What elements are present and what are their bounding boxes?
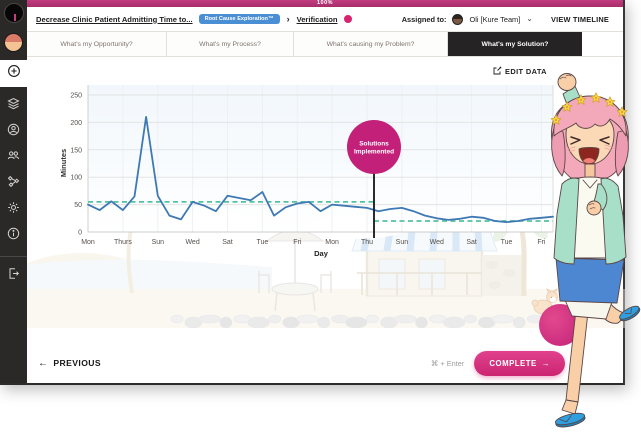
assigned-to-label: Assigned to: xyxy=(401,14,447,24)
chevron-down-icon[interactable]: ⌄ xyxy=(526,13,533,23)
app-window: 100% Decrease Clinic Patient Admitting T… xyxy=(0,0,625,385)
layers-icon xyxy=(7,97,20,115)
arrow-right-icon: → xyxy=(541,358,550,368)
svg-text:100: 100 xyxy=(70,175,82,182)
assignee-name[interactable]: Oli [Kure Team] xyxy=(469,14,521,24)
tab-problem[interactable]: What's causing my Problem? xyxy=(294,32,448,56)
svg-text:Fri: Fri xyxy=(293,239,302,246)
sidebar-item-new[interactable] xyxy=(0,60,27,87)
svg-text:Wed: Wed xyxy=(430,239,444,246)
svg-text:0: 0 xyxy=(78,230,82,237)
line-chart: Mon Thurs Sun Wed Sat Tue Fri Mon Thu Sun Wed Sat Tu… xyxy=(59,85,554,258)
sidebar-item-settings[interactable] xyxy=(6,201,21,219)
edit-data-button[interactable]: EDIT DATA xyxy=(493,66,547,77)
gear-icon xyxy=(7,201,20,219)
previous-button[interactable]: ← PREVIOUS xyxy=(38,358,101,369)
keyboard-shortcut-hint: ⌘ + Enter xyxy=(430,358,465,368)
sidebar xyxy=(0,0,27,383)
content-area: Mon Thurs Sun Wed Sat Tue Fri Mon Thu Sun Wed Sat Tu… xyxy=(27,57,623,346)
svg-text:Implemented: Implemented xyxy=(354,148,394,155)
svg-text:Mon: Mon xyxy=(325,239,339,246)
logout-icon xyxy=(7,267,20,285)
plus-circle-icon xyxy=(7,64,21,83)
svg-text:150: 150 xyxy=(70,147,82,154)
tab-solution[interactable]: What's my Solution? xyxy=(448,32,582,56)
svg-text:Sun: Sun xyxy=(152,239,165,246)
complete-button[interactable]: COMPLETE → xyxy=(474,350,565,376)
assignee-avatar[interactable] xyxy=(452,13,464,25)
svg-text:Sat: Sat xyxy=(466,239,477,246)
svg-text:Day: Day xyxy=(314,249,329,258)
sidebar-divider xyxy=(0,256,27,257)
view-timeline-button[interactable]: VIEW TIMELINE xyxy=(550,14,609,24)
tab-process[interactable]: What's my Process? xyxy=(167,32,294,56)
info-icon xyxy=(7,227,20,245)
nodes-icon xyxy=(7,175,20,193)
svg-text:Thurs: Thurs xyxy=(114,239,132,246)
svg-text:250: 250 xyxy=(70,93,82,100)
svg-text:Tue: Tue xyxy=(256,239,268,246)
arrow-left-icon: ← xyxy=(38,357,49,369)
project-title-link[interactable]: Decrease Clinic Patient Admitting Time t… xyxy=(36,14,193,24)
progress-value: 100% xyxy=(316,0,334,6)
edit-data-label: EDIT DATA xyxy=(505,67,547,76)
team-icon xyxy=(7,149,20,167)
previous-label: PREVIOUS xyxy=(53,358,102,368)
verification-badge xyxy=(343,15,352,23)
svg-text:Wed: Wed xyxy=(185,239,199,246)
tab-filler xyxy=(582,32,623,56)
svg-text:50: 50 xyxy=(74,202,82,209)
help-fab[interactable] xyxy=(539,304,581,346)
complete-label: COMPLETE xyxy=(489,358,537,368)
tab-bar: What's my Opportunity? What's my Process… xyxy=(27,31,623,57)
svg-text:Thu: Thu xyxy=(361,239,373,246)
svg-text:Fri: Fri xyxy=(537,239,546,246)
svg-text:Sun: Sun xyxy=(396,239,409,246)
svg-text:Mon: Mon xyxy=(81,239,95,246)
tab-opportunity[interactable]: What's my Opportunity? xyxy=(27,32,167,56)
sidebar-item-info[interactable] xyxy=(6,227,21,245)
svg-text:200: 200 xyxy=(70,120,82,127)
sidebar-item-share[interactable] xyxy=(6,175,21,193)
sidebar-item-team[interactable] xyxy=(6,150,21,165)
svg-text:Minutes: Minutes xyxy=(59,149,68,177)
phase-badge[interactable]: Root Cause Exploration™ xyxy=(198,14,280,24)
sidebar-item-layers[interactable] xyxy=(6,97,21,115)
breadcrumb-chevron: › xyxy=(286,14,290,24)
progress-bar: 100% xyxy=(27,0,623,7)
svg-text:Solutions: Solutions xyxy=(359,140,389,147)
user-avatar[interactable] xyxy=(4,33,23,52)
header: Decrease Clinic Patient Admitting Time t… xyxy=(27,7,623,31)
app-logo xyxy=(3,3,24,23)
verification-link[interactable]: Verification xyxy=(296,14,338,24)
user-circle-icon xyxy=(7,123,20,141)
footer: ← PREVIOUS ⌘ + Enter COMPLETE → xyxy=(27,343,623,383)
sidebar-item-profile[interactable] xyxy=(6,123,21,141)
svg-text:Sat: Sat xyxy=(222,239,233,246)
svg-text:Tue: Tue xyxy=(501,239,513,246)
sidebar-item-logout[interactable] xyxy=(6,267,21,285)
edit-icon xyxy=(493,66,502,77)
